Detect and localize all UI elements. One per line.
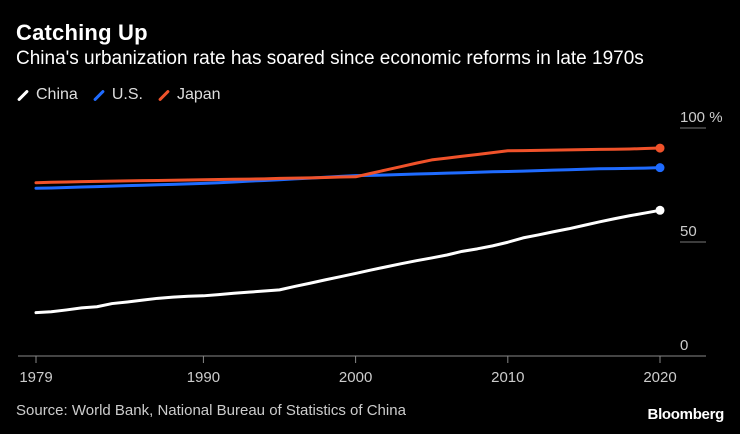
x-tick-label-2010: 2010 bbox=[491, 369, 524, 386]
series-lines bbox=[34, 146, 662, 315]
series-line-japan bbox=[34, 146, 662, 185]
x-tick-label-1990: 1990 bbox=[187, 369, 220, 386]
series-endpoint-japan bbox=[655, 143, 665, 153]
brand-logo: Bloomberg bbox=[647, 406, 725, 423]
legend-item-japan: Japan bbox=[157, 86, 221, 104]
series-endpoint-china bbox=[655, 205, 665, 215]
legend: China U.S. Japan bbox=[16, 86, 221, 104]
x-tick-label-2000: 2000 bbox=[339, 369, 372, 386]
series-endpoint-us bbox=[655, 163, 665, 173]
x-tick-label-1979: 1979 bbox=[19, 369, 52, 386]
legend-item-us: U.S. bbox=[92, 86, 143, 104]
legend-label-us: U.S. bbox=[111, 86, 143, 103]
legend-label-china: China bbox=[36, 86, 78, 103]
y-tick-label-100: 100 % bbox=[680, 109, 723, 126]
legend-item-china: China bbox=[16, 86, 78, 104]
legend-label-japan: Japan bbox=[176, 86, 221, 103]
y-tick-label-50: 50 bbox=[680, 223, 697, 240]
chart-subtitle: China's urbanization rate has soared sin… bbox=[16, 48, 644, 69]
source-note: Source: World Bank, National Bureau of S… bbox=[16, 402, 406, 419]
series-endpoints bbox=[655, 143, 665, 215]
y-tick-label-0: 0 bbox=[680, 337, 688, 354]
series-line-china bbox=[34, 208, 662, 315]
x-tick-label-2020: 2020 bbox=[643, 369, 676, 386]
chart-title: Catching Up bbox=[16, 20, 148, 45]
